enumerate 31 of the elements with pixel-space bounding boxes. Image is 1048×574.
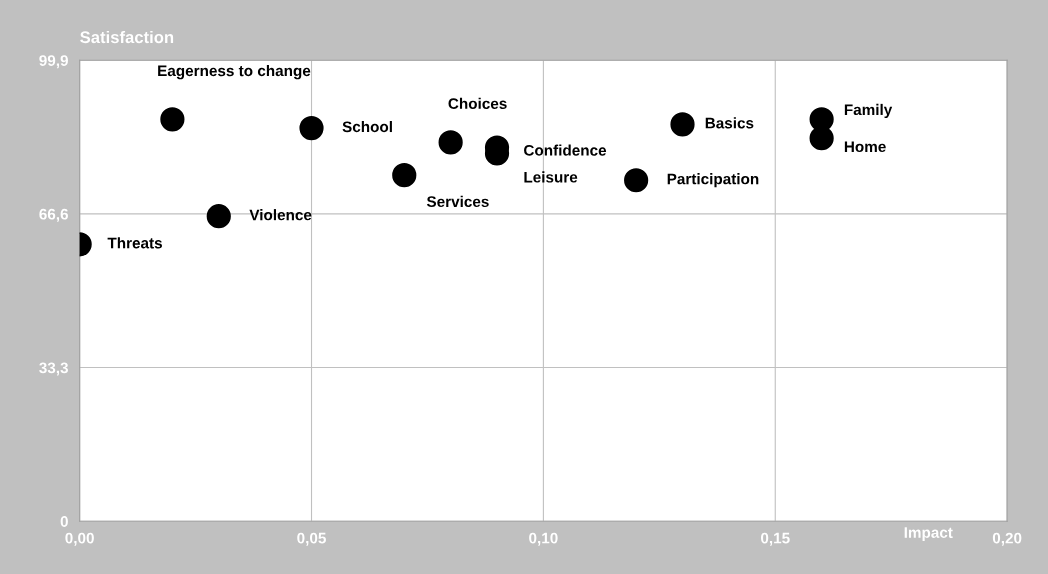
point bbox=[670, 112, 695, 137]
data-label: Threats bbox=[107, 237, 162, 249]
y-tick-label: 99,9 bbox=[39, 55, 68, 69]
x-tick-label: 0,10 bbox=[529, 532, 558, 546]
y-tick-label: 66,6 bbox=[39, 208, 68, 222]
data-label: Family bbox=[844, 103, 893, 119]
point bbox=[809, 126, 834, 151]
data-label: Services bbox=[426, 195, 489, 208]
y-tick-label: 0 bbox=[60, 516, 68, 527]
data-label: Participation bbox=[667, 173, 759, 188]
y-axis-title: Satisfaction bbox=[80, 30, 174, 44]
point bbox=[299, 116, 324, 141]
x-tick-label: 0,15 bbox=[761, 532, 790, 546]
data-label: Eagerness to change bbox=[158, 64, 311, 80]
data-label: Home bbox=[844, 141, 886, 153]
point bbox=[438, 130, 463, 155]
point bbox=[160, 107, 185, 132]
data-label: Leisure bbox=[524, 171, 578, 183]
data-label: Confidence bbox=[524, 144, 607, 156]
x-axis-title: Impact bbox=[904, 527, 953, 541]
data-label: Violence bbox=[249, 209, 312, 221]
x-tick-label: 0,05 bbox=[297, 532, 326, 546]
data-label: Basics bbox=[705, 117, 754, 129]
x-tick-label: 0,20 bbox=[992, 532, 1022, 546]
y-tick-label: 33,3 bbox=[39, 362, 68, 376]
point bbox=[206, 204, 231, 229]
data-label: Choices bbox=[448, 97, 507, 109]
data-label: School bbox=[342, 120, 392, 133]
point bbox=[392, 163, 417, 188]
point bbox=[624, 168, 649, 193]
x-tick-label: 0,00 bbox=[65, 532, 94, 546]
